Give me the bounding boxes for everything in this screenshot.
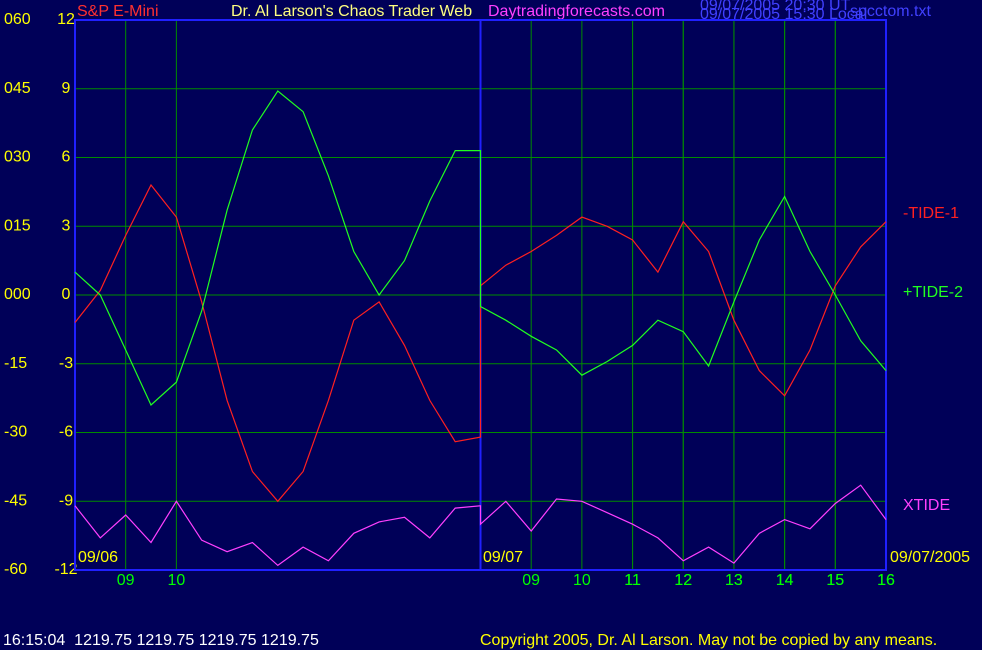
x-tick-label: 13 [725,572,743,589]
date-label: 09/07 [483,549,523,566]
y-tick-label: 3 [62,217,71,234]
x-tick-label: 13 [725,572,743,589]
chart-title: Dr. Al Larson's Chaos Trader Web [231,3,472,20]
x-tick-label: 10 [167,572,185,589]
y2-tick-label: -15 [4,355,27,372]
x-tick-label: 15 [826,572,844,589]
y2-tick-label: -30 [4,424,27,441]
x-tick-label: 11 [624,572,641,589]
date-label: 09/06 [78,549,118,566]
y2-tick-label: 015 [4,217,31,234]
website: Daytradingforecasts.com [488,3,665,20]
series-line [74,484,887,567]
y2-tick-label: -60 [4,561,27,578]
y2-tick-label: 000 [4,286,31,303]
x-tick-label: 14 [776,572,794,589]
date-label: 09/07/2005 [890,549,970,566]
series-line [74,90,887,406]
x-tick-label: 16 [877,572,895,589]
copyright: Copyright 2005, Dr. Al Larson. May not b… [480,632,937,649]
y2-tick-label: -45 [4,492,27,509]
x-tick-label: 14 [776,572,794,589]
instrument: S&P E-Mini [77,3,159,20]
y2-tick-label: 060 [4,11,31,28]
status-line: 16:15:04 1219.75 1219.75 1219.75 1219.75 [3,632,319,649]
x-tick-label: 12 [674,572,692,589]
x-tick-label: 12 [674,572,692,589]
y-tick-label: -12 [54,561,77,578]
y-tick-label: 0 [62,286,71,303]
y-tick-label: 9 [62,80,71,97]
y-tick-label: -6 [59,424,73,441]
x-tick-label: 09 [522,572,540,589]
series-line [74,183,887,503]
y-tick-label: 12 [57,11,75,28]
y2-tick-label: 045 [4,80,31,97]
y2-tick-label: 030 [4,149,31,166]
x-tick-label: 11 [624,572,641,589]
timestamp: 09/07/2005 20:30 UT [700,0,851,14]
legend-label: +TIDE-2 [903,284,963,301]
y-tick-label: 6 [62,149,71,166]
y-tick-label: -3 [59,355,73,372]
legend-label: -TIDE-1 [903,205,959,222]
x-tick-label: 16 [877,572,895,589]
timestamp: 09/07/2005 15:30 Local [700,6,867,23]
x-tick-label: 10 [573,572,591,589]
legend-label: XTIDE [903,497,950,514]
y-tick-label: -9 [59,492,73,509]
file-name: spcctom.txt [850,3,931,20]
x-tick-label: 15 [826,572,844,589]
x-tick-label: 09 [117,572,135,589]
